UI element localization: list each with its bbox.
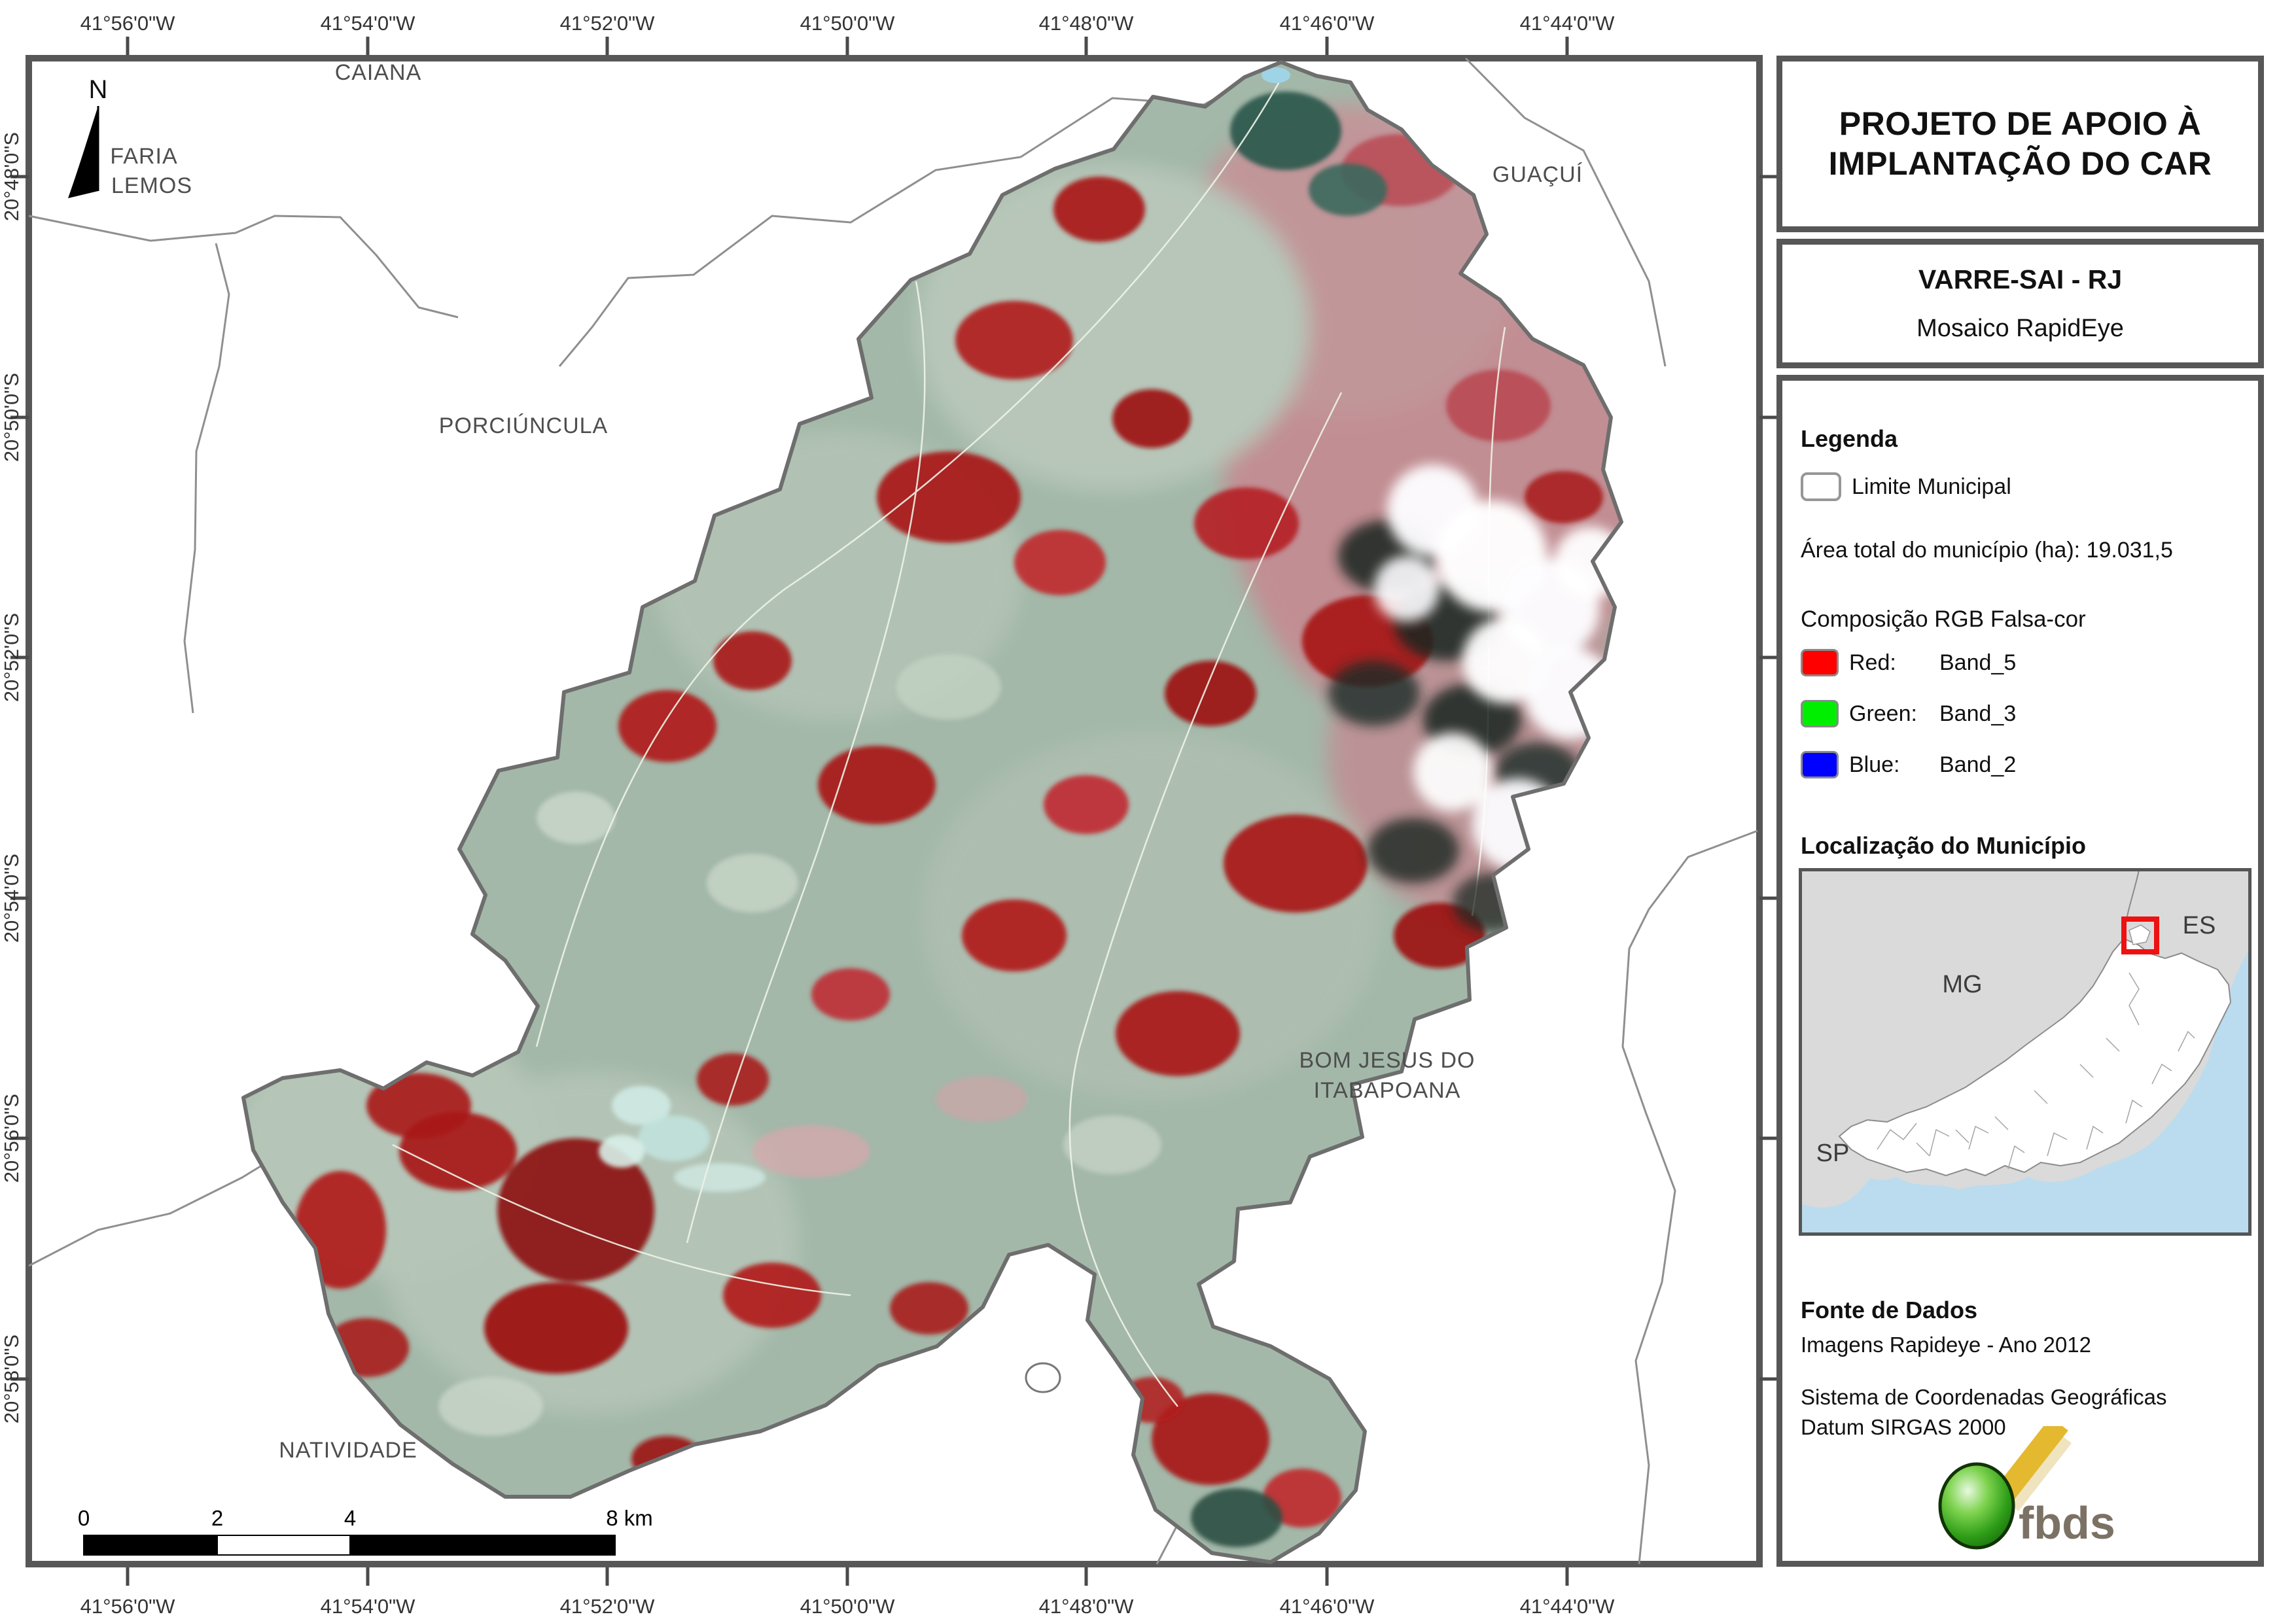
longitude-labels-top: 41°56'0"W 41°54'0"W 41°52'0"W 41°50'0"W … bbox=[80, 12, 1616, 35]
label-bomjesus-line2: ITABAPOANA bbox=[1314, 1078, 1461, 1103]
lon-label: 41°56'0"W bbox=[80, 12, 176, 35]
lon-label: 41°50'0"W bbox=[800, 1595, 896, 1618]
label-sp: SP bbox=[1816, 1140, 1850, 1167]
limite-municipal-label: Limite Municipal bbox=[1852, 474, 2011, 499]
label-es: ES bbox=[2183, 912, 2216, 939]
scale-tick-2: 2 bbox=[211, 1506, 223, 1530]
inset-rj-state bbox=[1838, 937, 2232, 1177]
excluded-area bbox=[1025, 1362, 1061, 1393]
neighbor-labels: CAIANA FARIA LEMOS PORCIÚNCULA GUAÇUÍ BO… bbox=[110, 60, 1583, 1463]
legend-item-blue: Blue: Band_2 bbox=[1801, 751, 2016, 778]
legend-item-limite: Limite Municipal bbox=[1801, 472, 2011, 501]
label-bomjesus-line1: BOM JESUS DO bbox=[1299, 1048, 1475, 1073]
data-source-line1: Imagens Rapideye - Ano 2012 bbox=[1801, 1333, 2091, 1357]
data-source-heading: Fonte de Dados bbox=[1801, 1297, 1978, 1323]
label-faria-line1: FARIA bbox=[110, 144, 177, 169]
lat-label: 20°58'0"S bbox=[0, 1335, 23, 1423]
lon-label: 41°52'0"W bbox=[560, 12, 656, 35]
map-title: PROJETO DE APOIO À IMPLANTAÇÃO DO CAR bbox=[1829, 104, 2212, 184]
lon-label: 41°54'0"W bbox=[321, 12, 416, 35]
lon-label: 41°52'0"W bbox=[560, 1595, 656, 1618]
legend-item-green: Green: Band_3 bbox=[1801, 700, 2016, 727]
inset-ocean bbox=[1799, 945, 2252, 1236]
graticule-ticks bbox=[10, 37, 1778, 1586]
lon-label: 41°54'0"W bbox=[321, 1595, 416, 1618]
label-faria-line2: LEMOS bbox=[111, 173, 192, 198]
area-total-text: Área total do município (ha): 19.031,5 bbox=[1801, 538, 2173, 563]
legend-heading: Legenda bbox=[1801, 425, 1898, 452]
lon-label: 41°44'0"W bbox=[1520, 12, 1616, 35]
municipality-name: VARRE-SAI - RJ bbox=[1918, 264, 2123, 294]
green-band-label: Band_3 bbox=[1939, 701, 2017, 726]
red-band-label: Band_5 bbox=[1939, 650, 2017, 675]
inset-municipal-borders bbox=[1877, 972, 2195, 1170]
north-letter: N bbox=[89, 75, 108, 104]
blue-channel-label: Blue: bbox=[1849, 752, 1900, 777]
blue-band-label: Band_2 bbox=[1939, 752, 2017, 777]
neighbor-boundary-lines bbox=[28, 57, 1758, 1565]
green-channel-label: Green: bbox=[1849, 701, 1917, 726]
data-source-line3: Datum SIRGAS 2000 bbox=[1801, 1415, 2006, 1439]
location-inset-map: MG ES SP bbox=[1799, 868, 2252, 1236]
map-title-line2: IMPLANTAÇÃO DO CAR bbox=[1828, 145, 2212, 182]
red-channel-label: Red: bbox=[1849, 650, 1896, 675]
longitude-labels-bottom: 41°56'0"W 41°54'0"W 41°52'0"W 41°50'0"W … bbox=[80, 1595, 1616, 1618]
main-map: 41°56'0"W 41°54'0"W 41°52'0"W 41°50'0"W … bbox=[0, 12, 1778, 1618]
scale-tick-4: 4 bbox=[344, 1506, 356, 1530]
lon-label: 41°46'0"W bbox=[1280, 12, 1375, 35]
blue-band-swatch bbox=[1801, 751, 1839, 778]
lat-label: 20°52'0"S bbox=[0, 613, 23, 702]
fbds-logo: fbds bbox=[1938, 1426, 2115, 1550]
inset-varre-sai-shape bbox=[2128, 924, 2151, 945]
north-arrow-icon: N bbox=[68, 75, 107, 198]
red-band-swatch bbox=[1801, 649, 1839, 676]
subtitle-panel: VARRE-SAI - RJ Mosaico RapidEye bbox=[1776, 239, 2264, 368]
scale-tick-0: 0 bbox=[78, 1506, 90, 1530]
label-mg: MG bbox=[1942, 971, 1982, 998]
logo-bar bbox=[1996, 1426, 2068, 1501]
pond bbox=[1262, 67, 1290, 83]
lon-label: 41°48'0"W bbox=[1039, 12, 1135, 35]
location-heading: Localização do Município bbox=[1801, 832, 2087, 859]
lat-label: 20°50'0"S bbox=[0, 373, 23, 462]
label-natividade: NATIVIDADE bbox=[279, 1438, 417, 1463]
limite-municipal-swatch bbox=[1801, 472, 1841, 501]
label-caiana: CAIANA bbox=[335, 60, 422, 85]
data-source-line2: Sistema de Coordenadas Geográficas bbox=[1801, 1385, 2167, 1409]
legend-item-red: Red: Band_5 bbox=[1801, 649, 2016, 676]
municipality-highlight-box bbox=[2121, 916, 2159, 954]
inset-border bbox=[1799, 868, 2252, 1236]
lon-label: 41°46'0"W bbox=[1280, 1595, 1375, 1618]
latitude-labels: 20°48'0"S 20°50'0"S 20°52'0"S 20°54'0"S … bbox=[0, 132, 23, 1423]
scale-bar: 0 2 4 8 km bbox=[78, 1506, 653, 1556]
product-name: Mosaico RapidEye bbox=[1916, 315, 2124, 342]
inset-state-labels: MG ES SP bbox=[1816, 912, 2216, 1167]
lat-label: 20°56'0"S bbox=[0, 1094, 23, 1183]
logo-sphere bbox=[1938, 1462, 2015, 1550]
lon-label: 41°56'0"W bbox=[80, 1595, 176, 1618]
lat-label: 20°48'0"S bbox=[0, 132, 23, 221]
lat-label: 20°54'0"S bbox=[0, 854, 23, 943]
label-porciuncula: PORCIÚNCULA bbox=[439, 413, 608, 438]
label-guacui: GUAÇUÍ bbox=[1492, 162, 1583, 187]
logo-text: fbds bbox=[2019, 1497, 2115, 1548]
town-patch bbox=[599, 1086, 766, 1192]
lon-label: 41°50'0"W bbox=[800, 12, 896, 35]
green-band-swatch bbox=[1801, 700, 1839, 727]
composition-heading: Composição RGB Falsa-cor bbox=[1801, 606, 2086, 632]
scale-tick-8: 8 km bbox=[606, 1506, 653, 1530]
lon-label: 41°48'0"W bbox=[1039, 1595, 1135, 1618]
title-panel: PROJETO DE APOIO À IMPLANTAÇÃO DO CAR bbox=[1776, 56, 2264, 232]
lon-label: 41°44'0"W bbox=[1520, 1595, 1616, 1618]
map-title-line1: PROJETO DE APOIO À bbox=[1839, 105, 2202, 142]
legend-panel: Legenda Limite Municipal Área total do m… bbox=[1776, 375, 2264, 1567]
